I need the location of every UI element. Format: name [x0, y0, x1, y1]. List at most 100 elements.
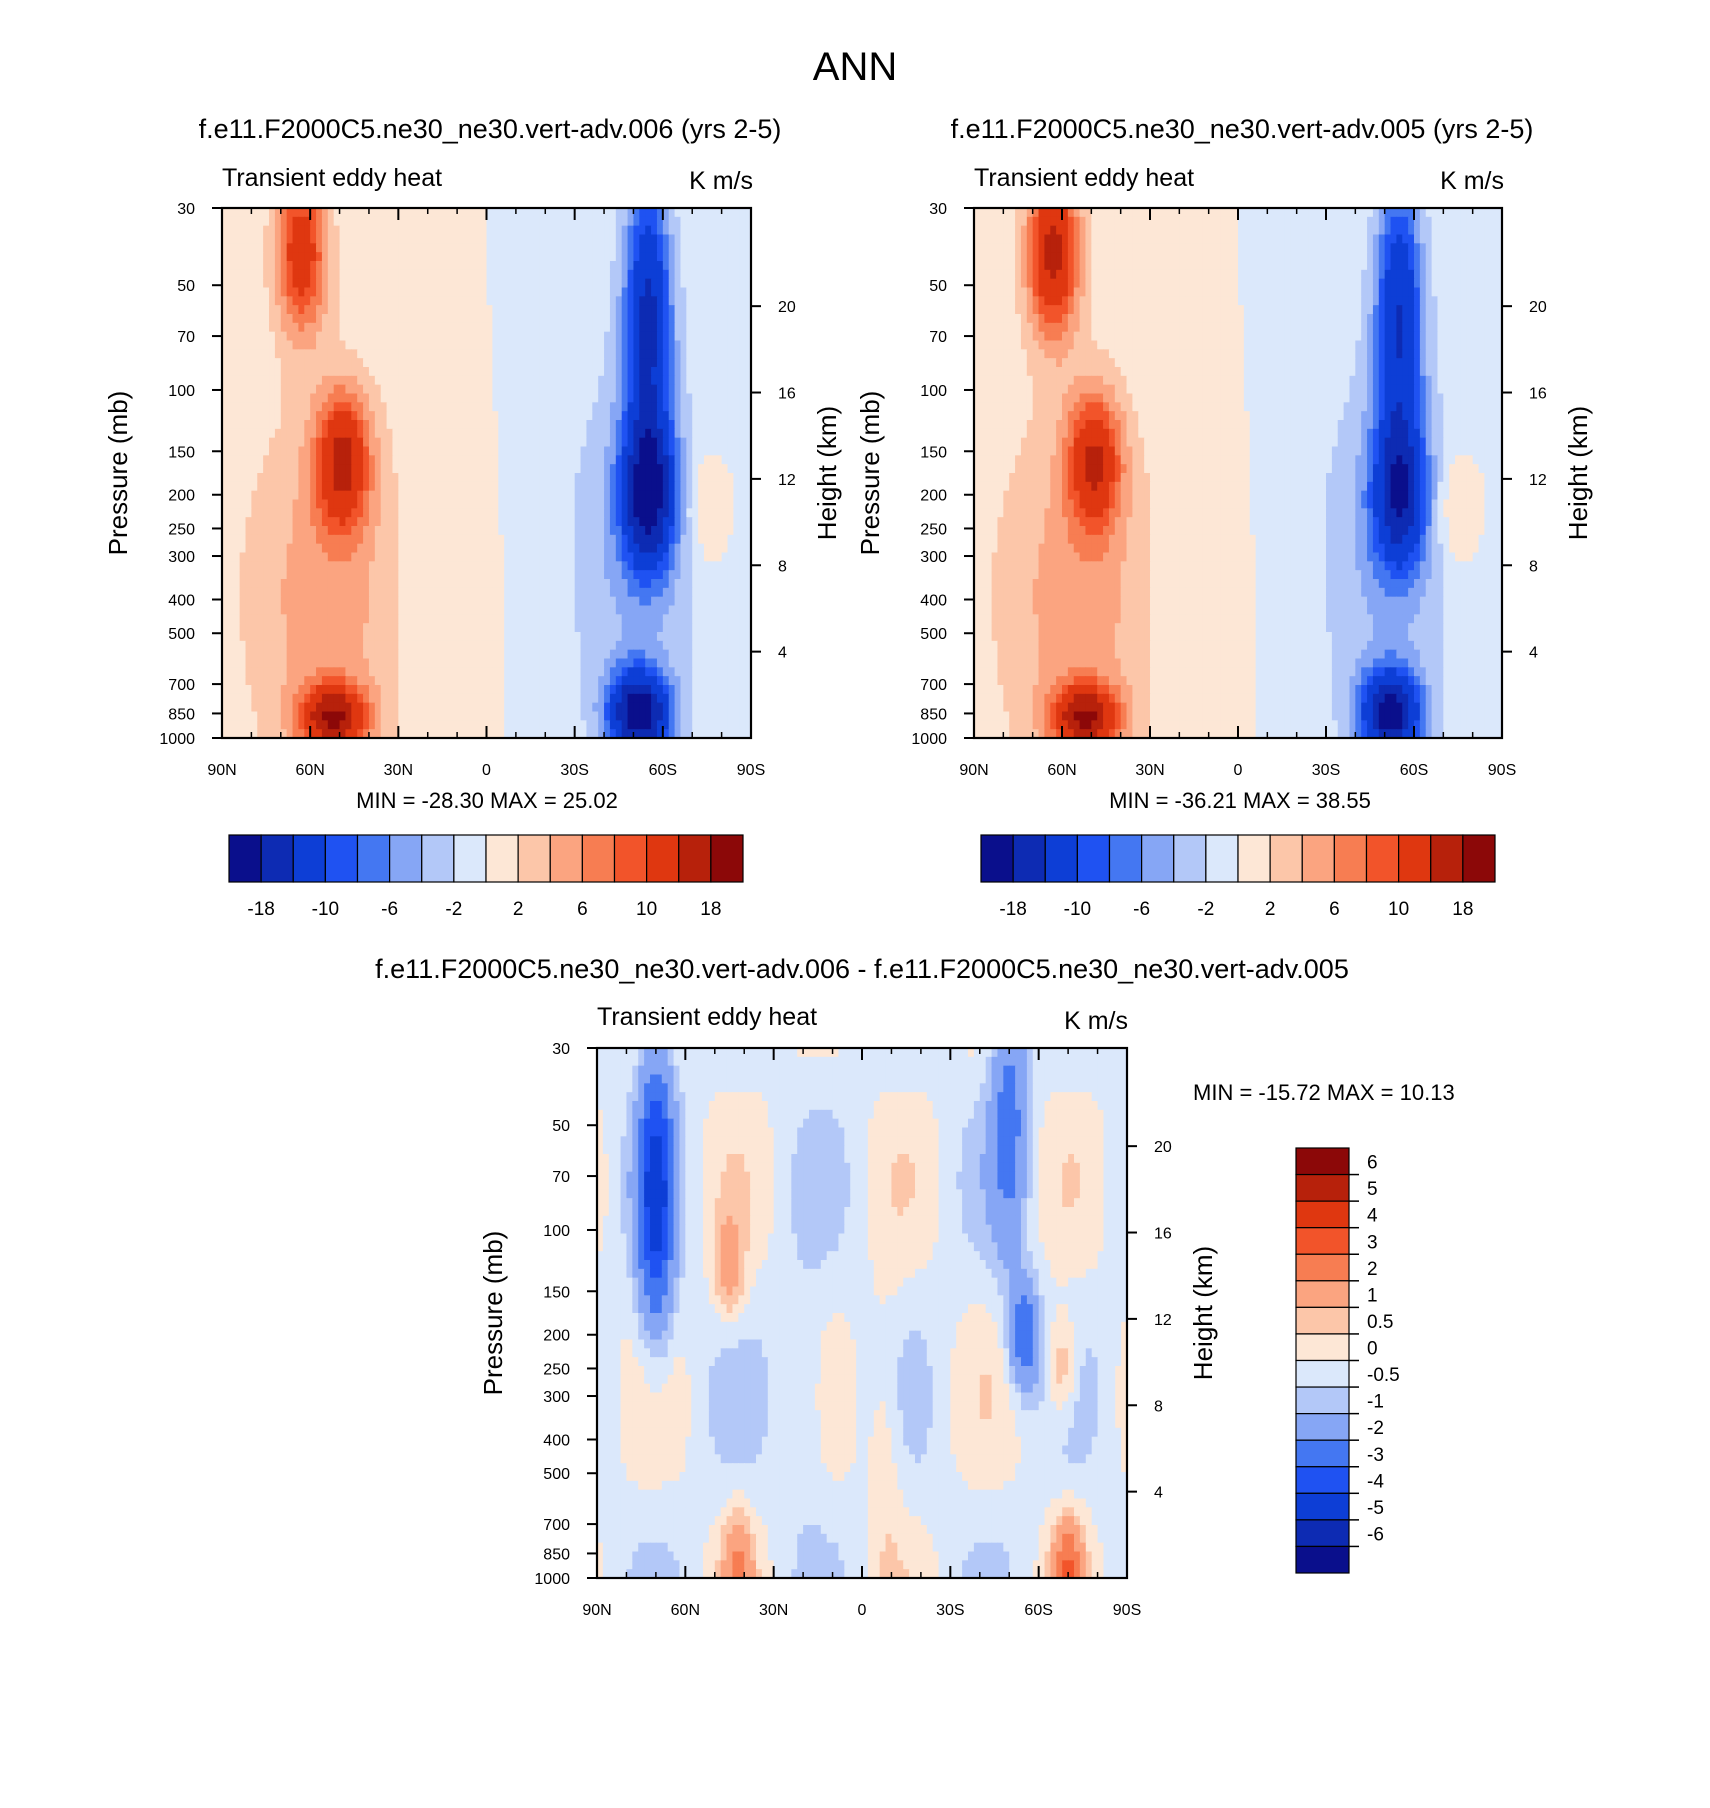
- field-cell: [704, 243, 710, 252]
- field-cell: [410, 367, 416, 376]
- field-cell: [257, 623, 263, 632]
- field-cell: [528, 243, 534, 252]
- field-cell: [622, 358, 628, 367]
- field-cell: [710, 588, 716, 597]
- field-cell: [351, 296, 357, 305]
- field-cell: [692, 261, 698, 270]
- field-cell: [469, 270, 475, 279]
- field-cell: [586, 455, 592, 464]
- field-cell: [310, 235, 316, 244]
- field-cell: [434, 376, 440, 385]
- field-cell: [733, 323, 739, 332]
- field-cell: [257, 676, 263, 685]
- field-cell: [328, 420, 334, 429]
- field-cell: [404, 659, 410, 668]
- field-cell: [645, 358, 651, 367]
- field-cell: [357, 252, 363, 261]
- field-cell: [616, 561, 622, 570]
- field-cell: [345, 252, 351, 261]
- field-cell: [727, 402, 733, 411]
- field-cell: [404, 676, 410, 685]
- field-cell: [639, 367, 645, 376]
- field-cell: [598, 314, 604, 323]
- field-cell: [657, 526, 663, 535]
- field-cell: [363, 314, 369, 323]
- field-cell: [628, 314, 634, 323]
- field-cell: [545, 420, 551, 429]
- field-cell: [657, 341, 663, 350]
- field-cell: [445, 411, 451, 420]
- field-cell: [639, 217, 645, 226]
- field-cell: [716, 226, 722, 235]
- field-cell: [563, 676, 569, 685]
- field-cell: [487, 597, 493, 606]
- field-cell: [669, 650, 675, 659]
- field-cell: [428, 235, 434, 244]
- field-cell: [257, 296, 263, 305]
- field-cell: [663, 553, 669, 562]
- field-cell: [692, 341, 698, 350]
- field-cell: [281, 420, 287, 429]
- field-cell: [251, 208, 257, 217]
- field-cell: [575, 429, 581, 438]
- field-cell: [528, 482, 534, 491]
- field-cell: [340, 243, 346, 252]
- field-cell: [369, 561, 375, 570]
- field-cell: [686, 288, 692, 297]
- field-cell: [340, 685, 346, 694]
- field-cell: [404, 314, 410, 323]
- field-cell: [516, 305, 522, 314]
- field-cell: [422, 667, 428, 676]
- field-cell: [363, 438, 369, 447]
- field-cell: [375, 429, 381, 438]
- field-cell: [698, 561, 704, 570]
- field-cell: [704, 526, 710, 535]
- field-cell: [680, 676, 686, 685]
- field-cell: [686, 508, 692, 517]
- field-cell: [563, 667, 569, 676]
- field-cell: [439, 473, 445, 482]
- field-cell: [322, 561, 328, 570]
- field-cell: [557, 235, 563, 244]
- field-cell: [639, 376, 645, 385]
- field-cell: [322, 597, 328, 606]
- field-cell: [680, 385, 686, 394]
- field-cell: [586, 429, 592, 438]
- field-cell: [510, 394, 516, 403]
- field-cell: [457, 623, 463, 632]
- field-cell: [328, 676, 334, 685]
- field-cell: [604, 279, 610, 288]
- field-cell: [275, 252, 281, 261]
- field-cell: [475, 544, 481, 553]
- field-cell: [351, 685, 357, 694]
- field-cell: [410, 659, 416, 668]
- field-cell: [651, 473, 657, 482]
- field-cell: [710, 341, 716, 350]
- field-cell: [416, 491, 422, 500]
- field-cell: [281, 526, 287, 535]
- field-cell: [463, 376, 469, 385]
- field-cell: [340, 597, 346, 606]
- field-cell: [487, 270, 493, 279]
- field-cell: [557, 429, 563, 438]
- field-cell: [375, 420, 381, 429]
- field-cell: [345, 288, 351, 297]
- field-cell: [551, 482, 557, 491]
- field-cell: [698, 473, 704, 482]
- field-cell: [733, 252, 739, 261]
- field-cell: [234, 694, 240, 703]
- field-cell: [310, 296, 316, 305]
- field-cell: [551, 561, 557, 570]
- field-cell: [528, 385, 534, 394]
- field-cell: [498, 473, 504, 482]
- field-cell: [316, 235, 322, 244]
- field-cell: [351, 676, 357, 685]
- field-cell: [633, 438, 639, 447]
- field-cell: [710, 659, 716, 668]
- field-cell: [545, 650, 551, 659]
- field-cell: [293, 614, 299, 623]
- field-cell: [516, 358, 522, 367]
- field-cell: [563, 473, 569, 482]
- field-cell: [375, 305, 381, 314]
- field-cell: [475, 641, 481, 650]
